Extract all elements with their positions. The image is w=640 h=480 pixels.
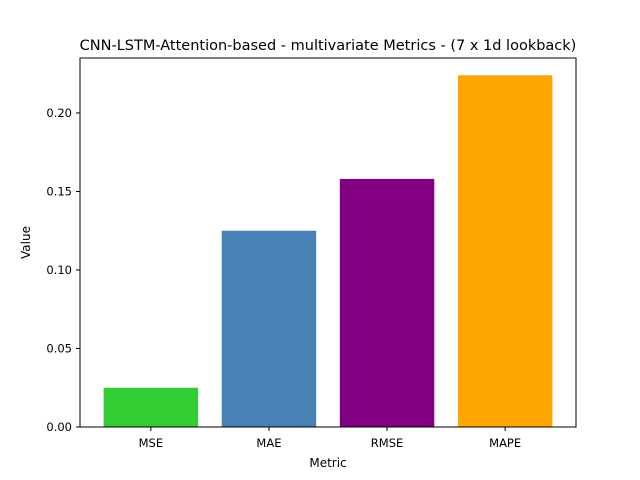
y-tick-label: 0.00: [46, 420, 72, 434]
x-tick-label: RMSE: [371, 436, 403, 450]
bars-group: [103, 75, 553, 427]
x-tick-label: MSE: [139, 436, 164, 450]
y-axis-label: Value: [19, 226, 33, 259]
bar-mape: [457, 75, 553, 427]
bar-mae: [221, 230, 317, 427]
y-tick-label: 0.10: [46, 263, 72, 277]
y-axis-ticks: 0.00 0.05 0.10 0.15 0.20: [46, 106, 80, 434]
x-tick-label: MAE: [256, 436, 281, 450]
y-tick-label: 0.05: [46, 341, 72, 355]
bar-rmse: [339, 178, 435, 427]
bar-mse: [103, 387, 199, 427]
chart-title: CNN-LSTM-Attention-based - multivariate …: [80, 38, 577, 54]
y-tick-label: 0.15: [46, 184, 72, 198]
y-tick-label: 0.20: [46, 106, 72, 120]
plot-frame: [79, 57, 577, 428]
x-tick-label: MAPE: [489, 436, 521, 450]
x-axis-ticks: MSE MAE RMSE MAPE: [139, 427, 521, 450]
x-axis-label: Metric: [309, 456, 346, 470]
